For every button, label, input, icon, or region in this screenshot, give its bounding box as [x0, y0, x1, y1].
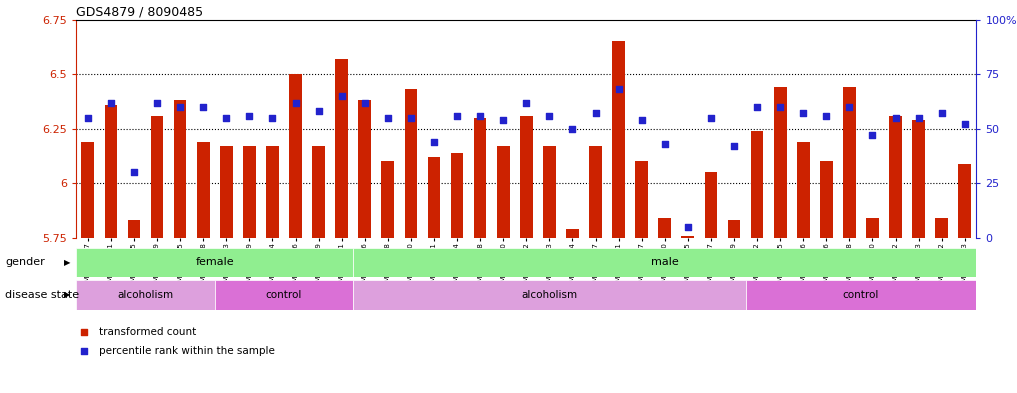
Bar — [636, 162, 648, 238]
Point — [357, 99, 373, 106]
Bar — [843, 87, 855, 238]
Point — [310, 108, 326, 114]
Point — [934, 110, 950, 117]
Point — [75, 329, 92, 336]
Bar — [174, 100, 186, 238]
Bar — [451, 153, 464, 238]
Bar — [312, 146, 325, 238]
Bar — [405, 90, 417, 238]
Text: female: female — [195, 257, 234, 267]
Point — [103, 99, 119, 106]
Text: control: control — [843, 290, 879, 300]
Text: ▶: ▶ — [64, 258, 70, 267]
Point — [264, 115, 281, 121]
Point — [126, 169, 142, 175]
Bar — [889, 116, 902, 238]
Bar — [243, 146, 255, 238]
Point — [726, 143, 742, 149]
Point — [195, 104, 212, 110]
Point — [172, 104, 188, 110]
Bar — [936, 218, 948, 238]
Bar — [197, 142, 210, 238]
Bar — [81, 142, 95, 238]
Point — [679, 224, 696, 230]
Text: alcoholism: alcoholism — [117, 290, 174, 300]
Text: GDS4879 / 8090485: GDS4879 / 8090485 — [76, 6, 203, 18]
Bar — [220, 146, 233, 238]
Point — [610, 86, 626, 93]
Bar — [215, 280, 353, 310]
Bar — [958, 163, 971, 238]
Bar — [497, 146, 510, 238]
Point — [79, 115, 96, 121]
Bar — [797, 142, 810, 238]
Point — [864, 132, 881, 138]
Text: alcoholism: alcoholism — [522, 290, 578, 300]
Point — [957, 121, 973, 127]
Bar — [774, 87, 786, 238]
Text: disease state: disease state — [5, 290, 79, 300]
Bar — [76, 248, 353, 277]
Bar — [912, 120, 925, 238]
Point — [910, 115, 926, 121]
Bar — [705, 172, 717, 238]
Bar — [820, 162, 833, 238]
Bar — [353, 280, 745, 310]
Bar — [427, 157, 440, 238]
Point — [772, 104, 788, 110]
Point — [795, 110, 812, 117]
Point — [448, 112, 465, 119]
Bar — [289, 74, 302, 238]
Bar — [866, 218, 879, 238]
Text: male: male — [651, 257, 678, 267]
Point — [334, 93, 350, 99]
Point — [841, 104, 857, 110]
Bar — [612, 41, 625, 238]
Point — [241, 112, 257, 119]
Point — [749, 104, 765, 110]
Bar — [266, 146, 279, 238]
Bar — [105, 105, 117, 238]
Point — [888, 115, 904, 121]
Bar — [381, 162, 395, 238]
Point — [518, 99, 535, 106]
Text: ▶: ▶ — [64, 290, 70, 299]
Bar — [76, 280, 215, 310]
Point — [75, 348, 92, 354]
Bar — [751, 131, 764, 238]
Text: percentile rank within the sample: percentile rank within the sample — [100, 346, 275, 356]
Text: gender: gender — [5, 257, 45, 267]
Bar — [353, 248, 976, 277]
Bar — [727, 220, 740, 238]
Bar — [543, 146, 555, 238]
Text: control: control — [265, 290, 302, 300]
Point — [495, 117, 512, 123]
Point — [818, 112, 834, 119]
Point — [703, 115, 719, 121]
Point — [588, 110, 604, 117]
Point — [403, 115, 419, 121]
Point — [472, 112, 488, 119]
Bar — [358, 100, 371, 238]
Point — [426, 139, 442, 145]
Bar — [520, 116, 533, 238]
Text: transformed count: transformed count — [100, 327, 196, 338]
Bar — [745, 280, 976, 310]
Bar — [151, 116, 164, 238]
Point — [148, 99, 165, 106]
Bar — [474, 118, 486, 238]
Bar — [566, 229, 579, 238]
Point — [564, 125, 581, 132]
Point — [657, 141, 673, 147]
Point — [541, 112, 557, 119]
Bar — [589, 146, 602, 238]
Point — [379, 115, 396, 121]
Bar — [681, 235, 695, 238]
Point — [634, 117, 650, 123]
Bar — [127, 220, 140, 238]
Bar — [336, 59, 348, 238]
Bar — [658, 218, 671, 238]
Point — [288, 99, 304, 106]
Point — [218, 115, 234, 121]
